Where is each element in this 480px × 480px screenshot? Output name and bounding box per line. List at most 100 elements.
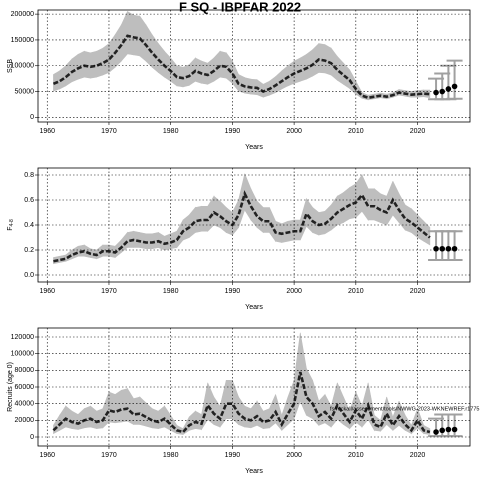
- x-tick-label: 1960: [39, 128, 55, 135]
- y-tick-label: 80000: [15, 367, 35, 374]
- x-axis-label: Years: [245, 304, 263, 311]
- y-tick-label: 0.4: [24, 222, 34, 229]
- confidence-band: [244, 405, 252, 429]
- projection-point: [439, 427, 446, 434]
- y-axis-label-sub: 4-8: [9, 219, 15, 226]
- confidence-band: [411, 208, 418, 239]
- confidence-band: [306, 368, 313, 420]
- confidence-band: [188, 410, 196, 431]
- y-tick-label: 0.6: [24, 197, 34, 204]
- projection-point: [451, 245, 458, 252]
- confidence-band: [404, 204, 412, 233]
- y-axis-label: Recruits (age 0): [7, 362, 14, 412]
- projection-point: [433, 89, 439, 96]
- x-axis-label: Years: [245, 468, 263, 475]
- error-bar: [446, 413, 463, 438]
- y-tick-label: 20000: [15, 417, 35, 424]
- y-tick-label: 0: [30, 114, 34, 121]
- x-tick-label: 1980: [163, 128, 179, 135]
- confidence-band: [318, 43, 326, 74]
- y-tick-label: 150000: [11, 37, 34, 44]
- confidence-band: [151, 33, 159, 74]
- y-tick-label: 50000: [15, 88, 35, 95]
- confidence-band: [158, 405, 165, 430]
- y-tick-label: 0.2: [24, 247, 34, 254]
- confidence-band: [108, 391, 116, 424]
- confidence-band: [392, 181, 400, 224]
- x-axis-label: Years: [245, 144, 263, 151]
- confidence-band: [121, 388, 128, 423]
- confidence-band: [225, 380, 233, 419]
- x-tick-label: 2000: [286, 288, 302, 295]
- x-tick-label: 1990: [225, 288, 241, 295]
- confidence-band: [139, 396, 147, 427]
- confidence-band: [151, 408, 159, 430]
- plot-frame: [37, 9, 471, 123]
- x-tick-label: 1980: [163, 288, 179, 295]
- chart-title: F SQ - IBPFAR 2022: [179, 0, 301, 14]
- projection-point: [445, 245, 452, 252]
- confidence-band: [423, 220, 431, 246]
- confidence-band: [59, 65, 67, 90]
- confidence-band: [374, 414, 381, 432]
- x-tick-label: 2000: [286, 452, 302, 459]
- x-tick-label: 1980: [163, 452, 179, 459]
- confidence-band: [250, 400, 258, 429]
- projection-point: [451, 426, 458, 433]
- x-tick-label: 1960: [39, 288, 55, 295]
- confidence-band: [77, 407, 85, 430]
- x-tick-label: 1970: [101, 128, 117, 135]
- confidence-band: [299, 198, 307, 241]
- confidence-band: [201, 60, 209, 85]
- confidence-band: [238, 396, 246, 428]
- median-line: [53, 190, 431, 263]
- confidence-band: [83, 405, 91, 429]
- x-tick-label: 1990: [225, 128, 241, 135]
- confidence-band: [90, 50, 97, 79]
- y-axis-label-main: F: [7, 226, 14, 230]
- confidence-band: [127, 387, 134, 426]
- confidence-band: [96, 408, 104, 430]
- confidence-band: [262, 408, 270, 430]
- confidence-band: [256, 400, 264, 430]
- plot-frame: [37, 167, 471, 283]
- confidence-band: [145, 402, 153, 429]
- confidence-band: [256, 200, 264, 234]
- y-axis-label-main: Recruits (age 0): [7, 362, 14, 412]
- projection-point: [439, 245, 446, 252]
- projection-point: [439, 88, 446, 95]
- confidence-band: [90, 405, 97, 430]
- x-tick-label: 2010: [348, 288, 364, 295]
- plot-frame: [37, 327, 471, 447]
- median-line: [52, 371, 431, 434]
- confidence-band: [102, 42, 110, 76]
- confidence-band: [96, 47, 104, 78]
- y-tick-label: 100000: [11, 63, 34, 70]
- y-axis-label: SSB: [7, 59, 14, 73]
- confidence-band: [337, 55, 344, 85]
- y-tick-label: 100000: [11, 351, 34, 358]
- x-tick-label: 1990: [225, 452, 241, 459]
- y-tick-label: 0.0: [24, 272, 34, 279]
- y-axis-label-main: SSB: [7, 59, 14, 73]
- error-bar: [446, 59, 463, 100]
- x-tick-label: 2000: [286, 128, 302, 135]
- projection-point: [433, 245, 439, 252]
- confidence-band: [102, 391, 110, 429]
- confidence-band: [219, 50, 227, 79]
- y-tick-label: 200000: [11, 11, 34, 18]
- projection-point: [451, 83, 458, 90]
- confidence-band: [53, 70, 60, 92]
- confidence-band: [380, 193, 387, 226]
- confidence-band: [355, 81, 363, 99]
- y-tick-label: 60000: [15, 384, 35, 391]
- x-tick-label: 2020: [410, 288, 426, 295]
- projection-point: [445, 426, 452, 433]
- confidence-band: [127, 11, 134, 56]
- x-tick-label: 2020: [410, 452, 426, 459]
- confidence-band: [133, 14, 141, 57]
- x-tick-label: 2010: [348, 128, 364, 135]
- y-tick-label: 0: [30, 434, 34, 441]
- x-tick-label: 2020: [410, 128, 426, 135]
- x-tick-label: 1960: [39, 452, 55, 459]
